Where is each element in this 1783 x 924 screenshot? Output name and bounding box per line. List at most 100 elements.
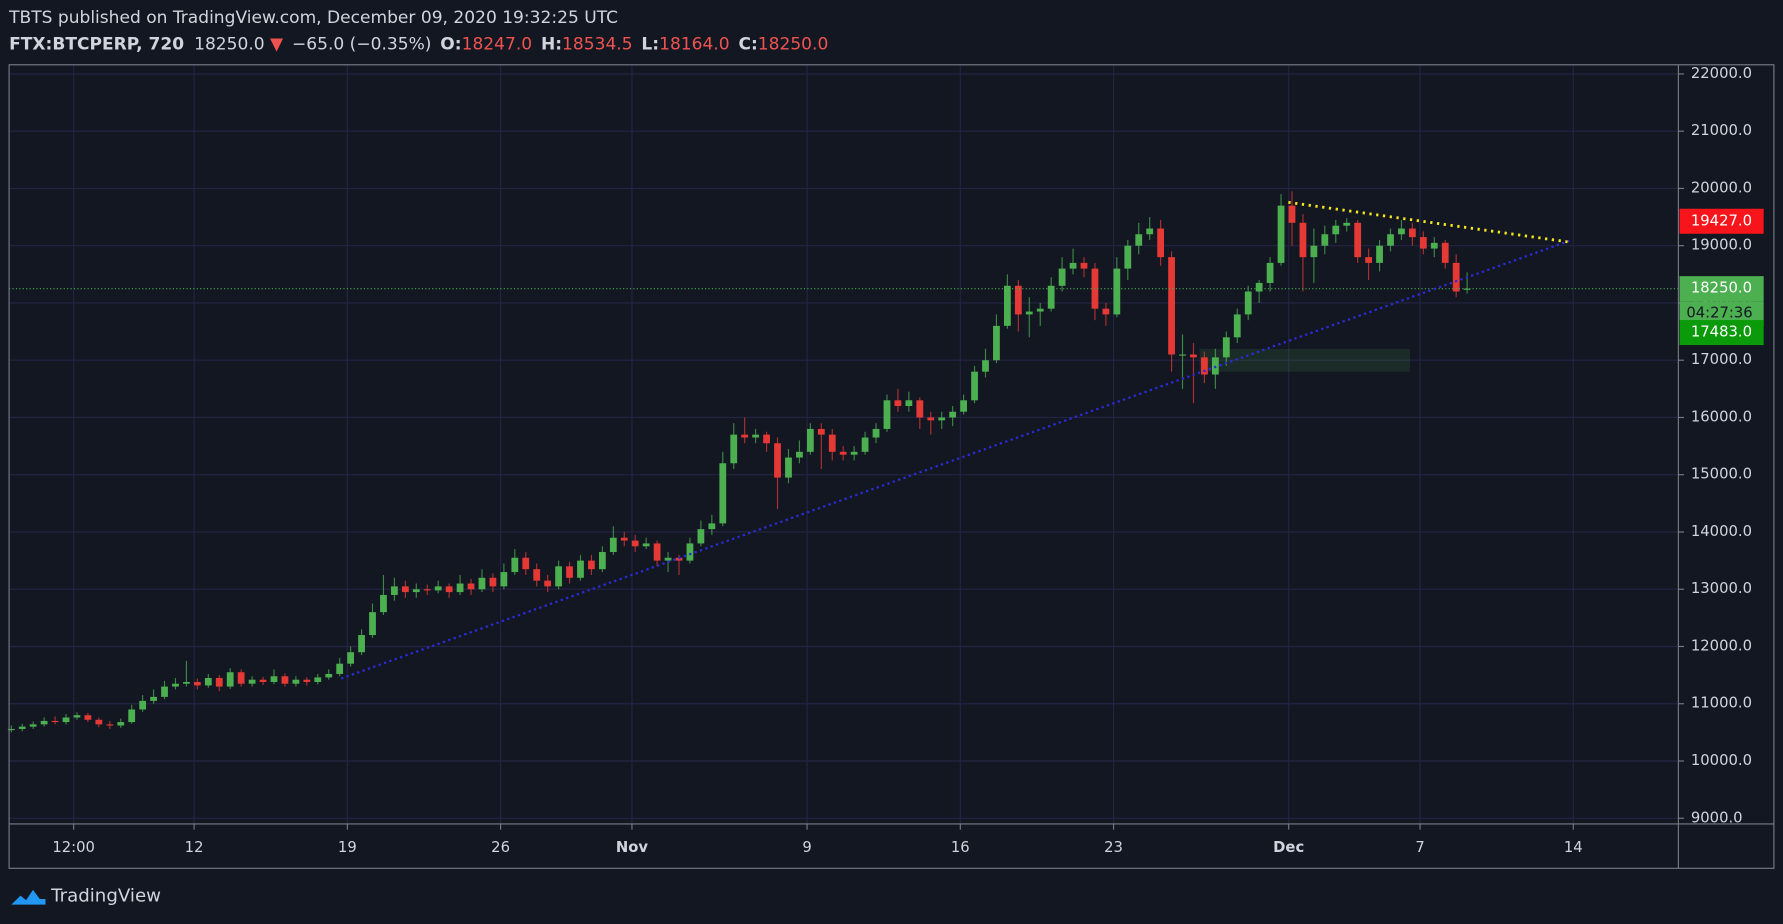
candle-body (861, 437, 869, 452)
countdown: 04:27:36 (1686, 305, 1752, 322)
candle-body (314, 677, 322, 682)
candle-body (609, 537, 617, 553)
candle-body (1354, 222, 1362, 258)
candle-body (927, 417, 935, 421)
x-tick-label: 14 (1564, 839, 1583, 856)
candle-body (270, 676, 278, 682)
candle-body (1332, 225, 1340, 235)
candle-body (95, 719, 103, 725)
candle-body (7, 728, 15, 731)
candle-body (150, 696, 157, 701)
x-tick-label: 23 (1104, 839, 1123, 856)
candle-body (1387, 234, 1394, 246)
candle-body (1113, 268, 1121, 315)
candle-body (774, 443, 781, 478)
candle-body (1036, 308, 1044, 312)
candle-body (1321, 234, 1329, 246)
candle-body (1255, 282, 1263, 292)
candle-body (1157, 228, 1165, 258)
candle-body (1014, 285, 1022, 315)
candle-body (839, 451, 847, 455)
candle-body (347, 652, 355, 664)
candle-body (588, 560, 595, 570)
candle-body (500, 572, 508, 587)
candle-body (785, 457, 792, 478)
candle-body (960, 400, 967, 412)
logo: TradingView (11, 886, 161, 907)
candle-body (916, 400, 924, 418)
y-tick-label: 13000.0 (1691, 580, 1752, 597)
candle-body (434, 586, 442, 591)
candle-body (1376, 245, 1383, 263)
axes: 9000.0 10000.0 11000.0 12000.0 13000.0 14000.… (52, 65, 1764, 856)
candle-body (412, 589, 420, 593)
y-tick-label: 9000.0 (1691, 809, 1743, 826)
x-tick-label: 7 (1415, 839, 1424, 856)
candle-body (423, 589, 431, 591)
price-label-box (1679, 208, 1764, 234)
candle-body (445, 586, 453, 593)
last-price: 18250.0 (194, 34, 265, 54)
x-tick-label: 26 (491, 839, 510, 856)
low-value: 18164.0 (659, 34, 730, 54)
candle-body (905, 400, 913, 407)
candle-body (51, 720, 59, 723)
publish-info: TBTS published on TradingView.com, Decem… (8, 8, 618, 28)
candle-body (1266, 262, 1274, 283)
x-tick-label: 12:00 (52, 839, 95, 856)
y-tick-label: 20000.0 (1691, 179, 1752, 196)
candle-body (1409, 228, 1416, 238)
candle-body (796, 451, 803, 458)
y-tick-label: 10000.0 (1691, 752, 1752, 769)
candle-body (478, 577, 486, 590)
candle-body (763, 434, 770, 444)
y-tick-label: 14000.0 (1691, 523, 1752, 540)
y-tick-label: 16000.0 (1691, 408, 1752, 425)
y-tick-label: 21000.0 (1691, 122, 1752, 139)
candle-body (620, 537, 628, 541)
candle-body (1047, 285, 1055, 309)
candle-body (380, 594, 387, 613)
candle-body (883, 400, 891, 429)
candle-body (1201, 357, 1208, 375)
candle-body (971, 371, 978, 401)
candle-body (1398, 228, 1405, 235)
candle-body (1365, 257, 1373, 263)
close-label: C: (738, 34, 757, 54)
candle-body (577, 560, 584, 578)
candle-body (1146, 228, 1154, 235)
candle-body (894, 400, 902, 407)
open-value: 18247.0 (462, 34, 533, 54)
candle-body (1463, 288, 1471, 290)
high-value: 18534.5 (562, 34, 633, 54)
candle-body (128, 709, 136, 723)
candle-body (18, 726, 26, 729)
candle-body (456, 583, 464, 593)
candle-body (686, 543, 694, 561)
candle-body (1069, 262, 1077, 269)
candle-body (817, 428, 825, 435)
frame (8, 64, 1775, 869)
price-label-box (1679, 276, 1764, 302)
candle-body (511, 557, 519, 573)
candle-body (872, 428, 880, 438)
price-label-box (1679, 320, 1764, 346)
x-tick-label: Dec (1273, 839, 1304, 856)
y-tick-label: 11000.0 (1691, 695, 1752, 712)
candle-body (1299, 222, 1307, 258)
candle-body (62, 717, 70, 723)
candle-body (1419, 237, 1427, 249)
candle-body (982, 360, 989, 372)
candle-body (303, 679, 311, 682)
candle-body (828, 434, 836, 452)
candle-body (467, 583, 475, 590)
candle-body (391, 586, 398, 595)
candle-body (325, 673, 333, 678)
candle-body (1025, 311, 1033, 315)
candle-body (73, 715, 81, 718)
candle-body (183, 681, 190, 684)
price-label: 17483.0 (1691, 324, 1752, 341)
candle-body (949, 411, 957, 418)
candle-body (1168, 257, 1175, 355)
candle-body (193, 681, 201, 686)
